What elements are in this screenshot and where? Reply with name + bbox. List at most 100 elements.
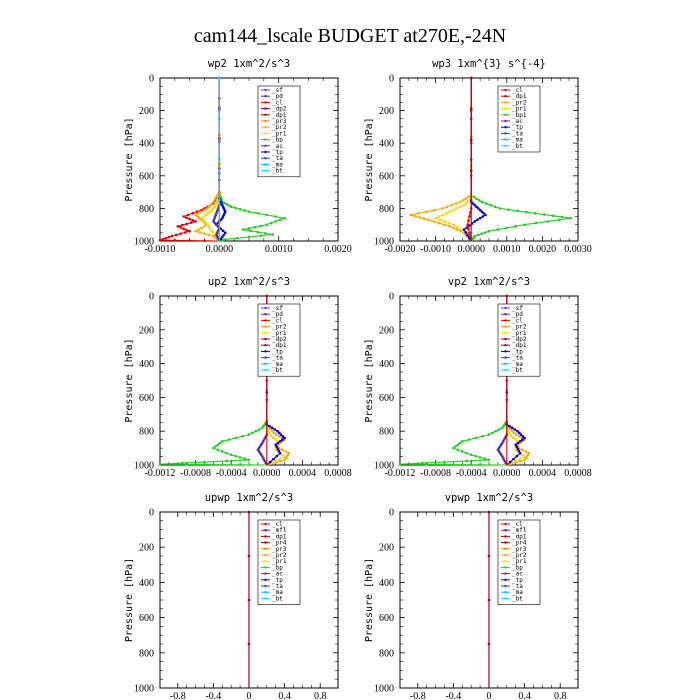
series-point: [464, 231, 468, 234]
series-point: [422, 217, 426, 220]
legend-marker: [264, 591, 267, 594]
legend-marker: [504, 553, 507, 557]
series-point: [464, 197, 468, 200]
legend-marker: [264, 325, 267, 328]
series-point: [263, 437, 266, 441]
series-point: [447, 221, 451, 225]
y-tick-label: 0: [389, 292, 394, 303]
series-point: [274, 459, 278, 463]
legend-label: _cl: [272, 521, 283, 528]
series-point: [278, 218, 282, 222]
legend-label: _pd: [272, 311, 283, 318]
x-tick-label: 0.0004: [289, 468, 317, 479]
legend-label: _ma: [272, 361, 283, 368]
series-point: [188, 229, 191, 233]
series-point: [283, 436, 286, 440]
y-tick-label: 400: [379, 578, 394, 589]
legend-label: _cl: [272, 99, 283, 106]
series-point: [510, 426, 514, 430]
series-point: [512, 436, 515, 440]
y-tick-label: 0: [389, 74, 394, 85]
series-point: [247, 598, 251, 602]
series-point: [525, 210, 528, 214]
series-point: [452, 223, 455, 226]
series-point: [281, 453, 284, 457]
series-point: [158, 462, 162, 466]
series-point: [212, 463, 215, 466]
legend-label: _pr1: [272, 558, 287, 565]
legend-marker: [264, 169, 267, 172]
series-point: [278, 440, 282, 443]
series-point: [274, 220, 278, 223]
series-point: [452, 446, 455, 450]
series-line-dp2: [159, 296, 268, 466]
series-point: [519, 433, 523, 436]
series-point: [191, 211, 194, 215]
legend: _sf_pd_cl_dp2_dp1_pr3_pr2_pr1_bp_ac_tp_t…: [257, 85, 301, 178]
x-tick-label: -0.0008: [420, 468, 451, 479]
series-point: [514, 459, 517, 463]
series-point: [216, 207, 220, 211]
series-point: [478, 463, 482, 467]
series-point: [249, 229, 252, 233]
series-point: [247, 433, 251, 436]
x-tick-label: -0.0004: [216, 468, 247, 479]
series-point: [259, 224, 263, 228]
legend-label: _ta: [512, 130, 523, 137]
series-point: [434, 216, 437, 220]
legend-label: _dp2: [512, 336, 527, 343]
series-point: [514, 438, 517, 441]
series-point: [247, 210, 251, 213]
y-tick-label: 0: [389, 508, 394, 519]
y-tick-label: 0: [149, 508, 154, 519]
legend-marker: [264, 572, 267, 575]
legend-marker: [264, 150, 267, 154]
y-axis-label: Pressure [hPa]: [364, 117, 375, 201]
series-point: [507, 208, 510, 211]
legend-label: _bp1: [512, 112, 527, 119]
x-tick-label: 0.0008: [324, 468, 352, 479]
series-point: [505, 226, 509, 230]
series-point: [484, 231, 487, 234]
series-point: [461, 198, 465, 202]
series-point: [469, 117, 473, 121]
legend-marker: [504, 560, 507, 563]
y-tick-label: 200: [139, 106, 154, 117]
y-tick-label: 800: [379, 427, 394, 438]
series-point: [212, 218, 216, 221]
series-point: [441, 213, 445, 217]
series-point: [487, 510, 491, 514]
y-tick-label: 400: [139, 359, 154, 370]
legend-label: _cl: [272, 317, 283, 324]
legend-label: _pd: [512, 311, 523, 318]
legend: _cl_mfl_dp1_pr4_pr3_pr2_pr1_bp_ac_tp_ta_…: [497, 519, 541, 605]
series-point: [509, 434, 513, 438]
series-point: [200, 226, 203, 230]
legend-label: _bt: [512, 143, 523, 150]
series-point: [209, 210, 212, 213]
legend-label: _tp: [512, 124, 523, 131]
series-point: [206, 223, 209, 226]
legend-marker: [504, 306, 507, 310]
y-axis-label: Pressure [hPa]: [124, 117, 135, 201]
legend-marker: [264, 95, 267, 98]
chart-panel-4: vp2 1xm^2/s^3 Pressure [hPa] -0.0012 -0.000…: [364, 276, 592, 479]
legend-marker: [264, 541, 267, 544]
series-point: [398, 462, 402, 466]
series-point: [274, 215, 278, 218]
chart-panel-1: wp2 1xm^2/s^3 Pressure [hPa] -0.0010 0.0000…: [124, 58, 352, 255]
series-point: [518, 459, 522, 463]
series-point: [523, 458, 526, 462]
y-tick-label: 200: [139, 543, 154, 554]
plot-frame: [159, 295, 339, 466]
series-point: [468, 198, 471, 202]
legend-marker: [264, 163, 267, 166]
series-point: [238, 207, 242, 211]
legend-label: _sf: [512, 305, 523, 312]
legend-label: _bt: [512, 595, 523, 602]
y-tick-label: 400: [379, 139, 394, 150]
series-point: [185, 463, 188, 466]
x-tick-label: 0.4: [278, 691, 291, 700]
series-point: [275, 433, 278, 436]
